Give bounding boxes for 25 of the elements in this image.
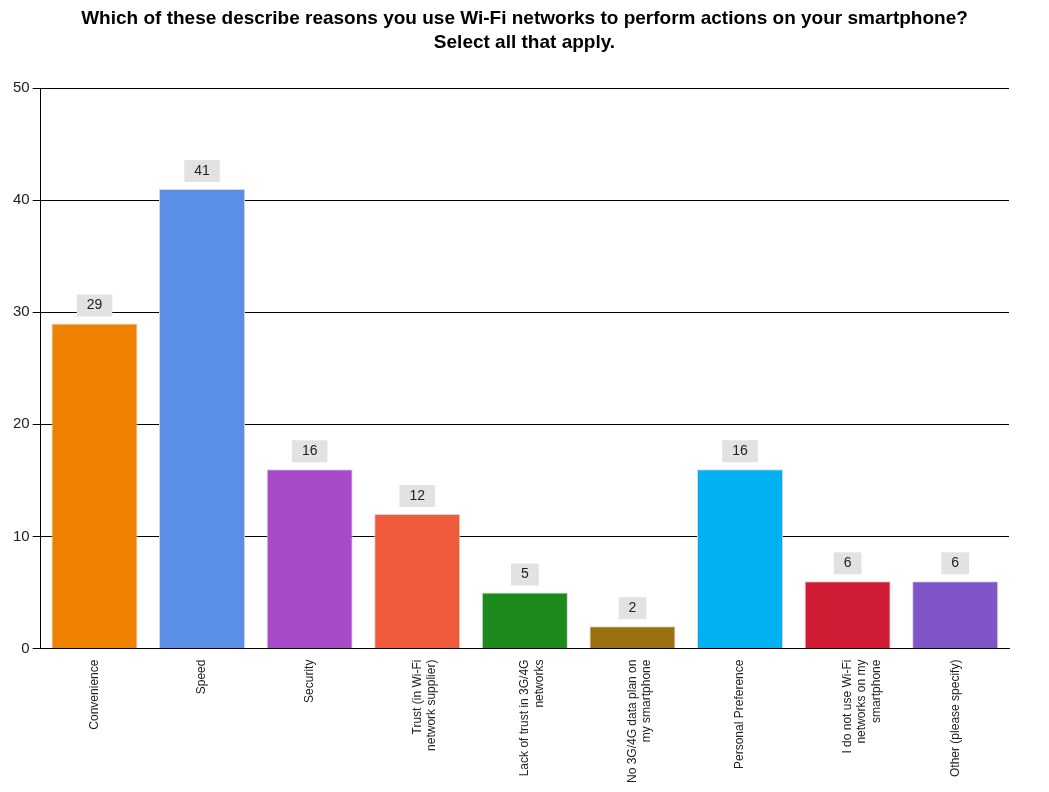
x-tick-label: Trust (in Wi-Fi network supplier) [409,659,438,751]
y-tick-label: 0 [21,638,30,656]
x-tick-label: Security [301,659,316,703]
data-label: 16 [732,442,749,459]
y-tick-label: 40 [13,190,30,208]
y-tick-label: 50 [13,78,30,96]
x-tick-label: Lack of trust in 3G/4G networks [517,659,546,777]
y-tick-label: 10 [13,526,30,544]
data-label: 16 [301,442,318,459]
x-tick-label: Personal Preference [732,659,747,769]
x-tick-label: I do not use Wi-Fi networks on my smartphone [839,659,883,754]
x-tick-label: Convenience [86,659,101,730]
data-label: 12 [409,486,426,503]
y-tick-label: 20 [13,414,30,432]
data-label: 5 [520,565,529,582]
x-tick-label: No 3G/4G data plan on my smartphone [624,659,654,784]
y-tick-label: 30 [13,302,30,320]
data-label: 2 [628,599,637,616]
x-tick-label: Speed [194,659,209,695]
data-label: 6 [951,554,960,571]
data-label: 41 [194,161,211,178]
x-tick-label: Other (please specify) [947,659,962,777]
data-label: 6 [843,554,852,571]
chart-title: Which of these describe reasons you use Wi-Fi networks to perform actions on your smartphone? Select all that apply. [80,6,969,54]
data-label: 29 [86,296,103,313]
